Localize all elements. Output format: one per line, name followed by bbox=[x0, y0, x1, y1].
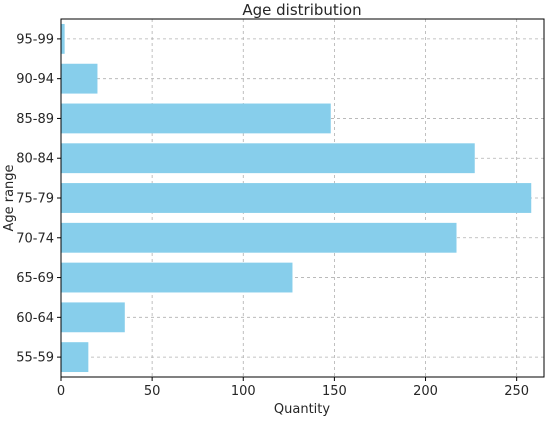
bar-75-79 bbox=[61, 183, 532, 213]
x-tick-label: 150 bbox=[322, 384, 347, 399]
y-tick-label: 60-64 bbox=[16, 311, 54, 326]
y-tick-label: 85-89 bbox=[16, 112, 54, 127]
x-tick-label: 200 bbox=[413, 384, 438, 399]
bar-70-74 bbox=[61, 222, 457, 253]
x-tick-label: 100 bbox=[231, 384, 256, 399]
bar-65-69 bbox=[61, 262, 293, 293]
y-axis-ticks: 55-59 60-64 65-69 70-74 75-79 80-84 85-89 90-94… bbox=[16, 32, 61, 366]
y-tick-label: 70-74 bbox=[16, 231, 54, 246]
y-tick-label: 65-69 bbox=[16, 271, 54, 286]
y-axis-label: Age range bbox=[2, 164, 17, 231]
bar-55-59 bbox=[61, 342, 89, 373]
x-tick-label: 0 bbox=[57, 384, 65, 399]
x-tick-label: 250 bbox=[504, 384, 529, 399]
x-axis-label: Quantity bbox=[274, 402, 330, 417]
bar-95-99 bbox=[61, 23, 65, 54]
bar-80-84 bbox=[61, 143, 475, 174]
y-tick-label: 55-59 bbox=[16, 351, 54, 366]
bar-90-94 bbox=[61, 63, 98, 94]
y-tick-label: 95-99 bbox=[16, 32, 54, 47]
x-axis-ticks: 0 50 100 150 200 250 bbox=[57, 377, 529, 399]
y-tick-label: 75-79 bbox=[16, 192, 54, 207]
y-tick-label: 90-94 bbox=[16, 72, 54, 87]
bar-85-89 bbox=[61, 103, 331, 134]
y-tick-label: 80-84 bbox=[16, 152, 54, 167]
chart-title: Age distribution bbox=[242, 1, 361, 19]
bars bbox=[61, 23, 532, 373]
x-tick-label: 50 bbox=[144, 384, 161, 399]
bar-60-64 bbox=[61, 302, 125, 333]
